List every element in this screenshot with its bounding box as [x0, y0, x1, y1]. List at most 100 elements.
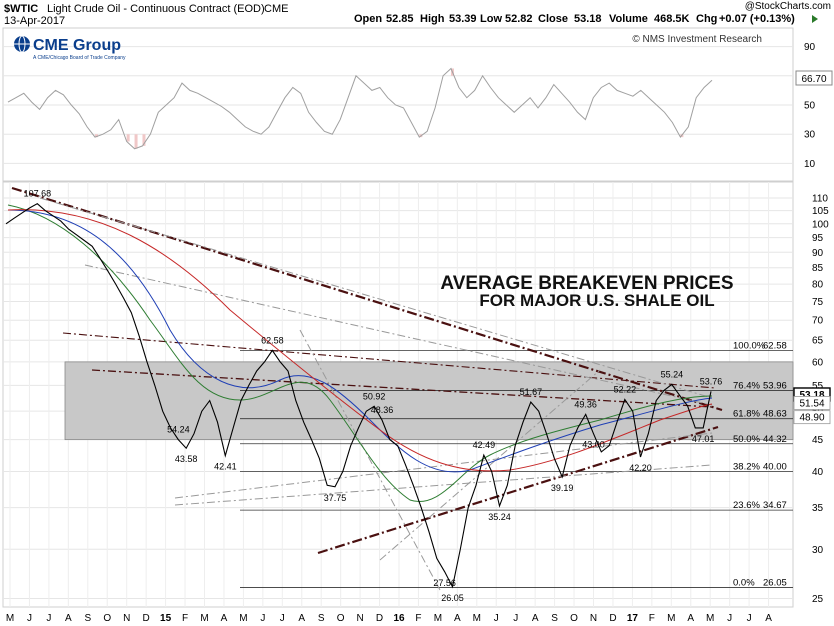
- close-label: Close: [538, 13, 568, 25]
- x-tick: M: [434, 613, 442, 624]
- cme-logo: CME Group A CME/Chicago Board of Trade C…: [14, 35, 126, 61]
- fib-value: 62.58: [763, 340, 787, 351]
- volume-value: 468.5K: [654, 13, 690, 25]
- price-y-tick: 100: [812, 219, 829, 230]
- x-tick: M: [6, 613, 14, 624]
- open-label: Open: [354, 13, 382, 25]
- x-tick: 16: [393, 613, 405, 624]
- low-value: 52.82: [505, 13, 533, 25]
- trendlines: [11, 186, 723, 591]
- swing-label: 42.49: [473, 440, 496, 450]
- swing-label: 27.56: [433, 578, 456, 588]
- x-tick: A: [221, 613, 228, 624]
- swing-label: 62.58: [261, 335, 284, 345]
- chg-label: Chg: [696, 13, 717, 25]
- symbol: $WTIC: [4, 3, 38, 15]
- logo-name: CME Group: [33, 37, 121, 54]
- x-tick: J: [747, 613, 752, 624]
- swing-label: 43.58: [175, 454, 198, 464]
- x-tick: J: [46, 613, 51, 624]
- x-tick: A: [65, 613, 72, 624]
- rsi-y-tick: 30: [804, 130, 816, 141]
- fib-percent: 50.0%: [733, 434, 760, 445]
- x-tick: O: [103, 613, 111, 624]
- swing-label: 50.92: [363, 391, 386, 401]
- rsi-y-tick: 10: [804, 159, 816, 170]
- x-tick: J: [494, 613, 499, 624]
- major-uptrend-line: [317, 425, 719, 555]
- price-y-tick: 80: [812, 280, 824, 291]
- major-downtrend-line: [11, 186, 723, 412]
- price-y-tick: 35: [812, 503, 824, 514]
- fib-percent: 38.2%: [733, 461, 760, 472]
- price-y-tick: 95: [812, 233, 824, 244]
- x-tick: J: [260, 613, 265, 624]
- date: 13-Apr-2017: [4, 15, 65, 27]
- fan-line-2: [84, 264, 713, 406]
- x-tick: A: [687, 613, 694, 624]
- fib-percent: 23.6%: [733, 500, 760, 511]
- x-tick: A: [532, 613, 539, 624]
- svg-text:51.54: 51.54: [799, 398, 824, 409]
- price-y-tick: 75: [812, 297, 824, 308]
- x-tick: J: [280, 613, 285, 624]
- rsi-panel: 9070503010 66.70 CME Group A CME/Chicago…: [2, 27, 833, 182]
- x-tick: M: [239, 613, 247, 624]
- moving-averages: [7, 204, 713, 503]
- x-tick: 15: [160, 613, 172, 624]
- fib-value: 40.00: [763, 461, 787, 472]
- swing-label: 107.68: [24, 189, 52, 199]
- fan-line-4: [174, 464, 713, 506]
- x-tick: M: [706, 613, 714, 624]
- price-y-tick: 110: [812, 194, 828, 205]
- x-tick: F: [182, 613, 188, 624]
- price-y-tick: 70: [812, 316, 824, 327]
- x-tick: N: [590, 613, 597, 624]
- annotation-line-1: AVERAGE BREAKEVEN PRICES: [440, 273, 733, 294]
- x-tick: S: [84, 613, 91, 624]
- price-y-tick: 55: [812, 381, 824, 392]
- fib-percent: 61.8%: [733, 409, 760, 420]
- fan-line-3: [174, 432, 713, 499]
- fib-value: 26.05: [763, 577, 787, 588]
- swing-label: 42.41: [214, 462, 237, 472]
- price-y-tick: 25: [812, 594, 824, 605]
- low-label: Low: [480, 13, 502, 25]
- watermark: @StockCharts.com: [745, 1, 831, 12]
- fib-value: 53.96: [763, 381, 787, 392]
- x-tick: M: [473, 613, 481, 624]
- swing-label: 35.24: [488, 512, 511, 522]
- rsi-y-tick: 90: [804, 42, 816, 53]
- price-y-tick: 105: [812, 206, 829, 217]
- exchange: CME: [264, 3, 288, 15]
- high-value: 53.39: [449, 13, 477, 25]
- credit: © NMS Investment Research: [632, 34, 762, 45]
- swing-label: 42.20: [629, 463, 652, 473]
- swing-label: 53.76: [700, 376, 723, 386]
- price-y-tick: 45: [812, 435, 824, 446]
- x-tick: O: [337, 613, 345, 624]
- high-label: High: [420, 13, 445, 25]
- swing-label: 47.01: [692, 434, 715, 444]
- volume-label: Volume: [609, 13, 648, 25]
- rsi-last-value: 66.70: [801, 74, 826, 85]
- price-y-tick: 30: [812, 545, 824, 556]
- price-y-tick: 40: [812, 467, 824, 478]
- swing-label: 43.00: [582, 440, 605, 450]
- price-series-line: [5, 203, 712, 589]
- play-triangle-icon[interactable]: [812, 15, 818, 23]
- fib-percent: 100.0%: [733, 340, 766, 351]
- fib-value: 34.67: [763, 500, 787, 511]
- rsi-last-value-box: [795, 70, 833, 86]
- x-tick: D: [143, 613, 150, 624]
- swing-label: 26.05: [441, 593, 464, 603]
- x-tick: D: [609, 613, 616, 624]
- x-tick: M: [667, 613, 675, 624]
- swing-label: 54.24: [167, 425, 190, 435]
- description: Light Crude Oil - Continuous Contract (E…: [47, 3, 265, 15]
- x-tick: J: [727, 613, 732, 624]
- x-tick: 17: [627, 613, 639, 624]
- x-tick: S: [551, 613, 558, 624]
